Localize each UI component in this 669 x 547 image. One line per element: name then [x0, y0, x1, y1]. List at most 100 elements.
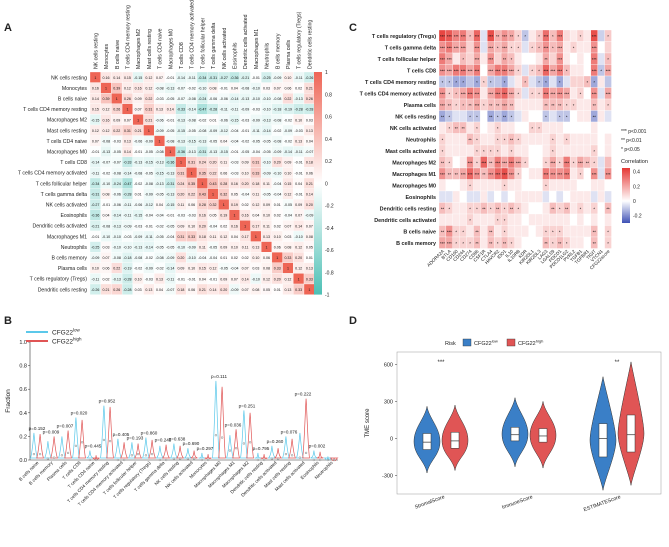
row-label-b-cells-naive: B cells naive [403, 229, 436, 235]
cell-value: -0.19 [284, 108, 292, 112]
row-label-monocytes: Monocytes [62, 86, 87, 92]
colorbar-title: Correlation [621, 159, 648, 165]
significance-mark: ** [482, 206, 486, 211]
significance-mark: * [449, 80, 451, 85]
legend-label-high: CFG22high [52, 337, 82, 346]
significance-mark: * [483, 80, 485, 85]
cell-value: 0.39 [113, 87, 120, 91]
row-label-neutrophils: Neutrophils [406, 137, 436, 143]
cell-value: 0.18 [177, 288, 184, 292]
heatmap-cell [583, 41, 591, 54]
heatmap-cell [500, 121, 509, 134]
significance-mark: * [449, 206, 451, 211]
row-label-t-cells-cd4-naive: T cells CD4 naive [46, 139, 87, 145]
cell-value: -0.02 [145, 256, 153, 260]
cell-value: -0.05 [155, 246, 163, 250]
heatmap-cell [507, 179, 516, 192]
significance-mark: * [504, 218, 506, 223]
cell-value: 0.21 [135, 129, 142, 133]
cell-value: -0.08 [188, 118, 196, 122]
significance-mark: ** [565, 206, 569, 211]
cell-value: 0.12 [92, 129, 99, 133]
cell-value: 1 [94, 76, 96, 80]
col-label-monocytes: Monocytes [104, 44, 110, 69]
col-label-macrophages-m0: Macrophages M0 [168, 29, 174, 69]
heatmap-cell [487, 190, 495, 203]
significance-mark: * [545, 80, 547, 85]
heatmap-cell [563, 75, 571, 88]
row-label-plasma-cells: Plasma cells [58, 266, 88, 272]
cell-value: -0.15 [188, 140, 196, 144]
cell-value: -0.26 [91, 288, 99, 292]
violin-high-median [221, 436, 224, 439]
row-label-macrophages-m0: Macrophages M0 [392, 183, 436, 189]
cell-value: 1 [233, 214, 235, 218]
heatmap-cell [583, 144, 591, 157]
significance-mark: *** [544, 91, 549, 96]
significance-mark: * [442, 80, 444, 85]
cell-value: 0.16 [103, 118, 110, 122]
violin-low-median [242, 442, 245, 445]
significance-mark: *** [509, 68, 514, 73]
significance-mark: * [442, 137, 444, 142]
cell-value: -0.05 [209, 140, 217, 144]
significance-mark: * [573, 103, 575, 108]
row-label-b-cells-naive: B cells naive [58, 97, 87, 103]
significance-mark: *** [447, 229, 452, 234]
row-label-b-cells-memory: B cells memory [396, 241, 436, 247]
significance-legend: * p<0.05 [621, 147, 640, 153]
cell-value: -0.13 [134, 161, 142, 165]
violin-low-median [326, 458, 329, 462]
heatmap-cell [556, 179, 564, 192]
cell-value: -0.05 [209, 246, 217, 250]
cell-value: -0.05 [113, 150, 121, 154]
cell-value: 0.09 [284, 161, 291, 165]
cell-value: 0.08 [103, 193, 110, 197]
cell-value: -0.28 [305, 108, 313, 112]
significance-mark: * [497, 45, 499, 50]
cell-value: -0.01 [166, 214, 174, 218]
cell-value: 0.15 [124, 76, 131, 80]
significance-mark: * [545, 183, 547, 188]
cell-value: -0.01 [295, 161, 303, 165]
correlation-heatmap-a: NK cells resting Monocytes B cells naive T … [18, 0, 334, 299]
heatmap-cell [466, 225, 474, 238]
cell-value: -0.11 [188, 76, 196, 80]
heatmap-cell [480, 110, 488, 123]
cell-value: -0.06 [134, 140, 142, 144]
heatmap-cell [542, 190, 550, 203]
heatmap-cell [576, 98, 585, 111]
cell-value: 1 [223, 203, 225, 207]
heatmap-cell [542, 121, 550, 134]
significance-mark: * [504, 206, 506, 211]
cell-value: -0.04 [230, 129, 238, 133]
cell-value: 0.13 [156, 108, 163, 112]
heatmap-cell [535, 213, 543, 226]
cell-value: 0.10 [188, 267, 195, 271]
heatmap-cell [521, 52, 529, 65]
significance-mark: * [449, 126, 451, 131]
col-label-il10: IL10 [504, 248, 514, 258]
significance-mark: * [607, 34, 609, 39]
violin-low [100, 405, 108, 459]
cell-value: 0.14 [295, 224, 302, 228]
legend-swatch-low [462, 338, 472, 347]
cell-value: -0.36 [166, 161, 174, 165]
cell-value: 0.32 [210, 203, 217, 207]
cell-value: 0.15 [284, 182, 291, 186]
heatmap-cell [528, 110, 536, 123]
cell-value: 1 [266, 246, 268, 250]
heatmap-cell [521, 213, 529, 226]
heatmap-cell [556, 190, 564, 203]
significance-mark: * [497, 218, 499, 223]
significance-mark: *** [475, 45, 480, 50]
significance-mark: *** [592, 45, 597, 50]
significance-mark: ** [475, 229, 479, 234]
cell-value: -0.31 [166, 182, 174, 186]
cell-value: -0.47 [198, 108, 206, 112]
cell-value: -0.06 [113, 203, 121, 207]
significance-mark: * [476, 149, 478, 154]
heatmap-cell [514, 121, 522, 134]
significance-mark: *** [557, 45, 562, 50]
cell-value: -0.04 [230, 267, 238, 271]
